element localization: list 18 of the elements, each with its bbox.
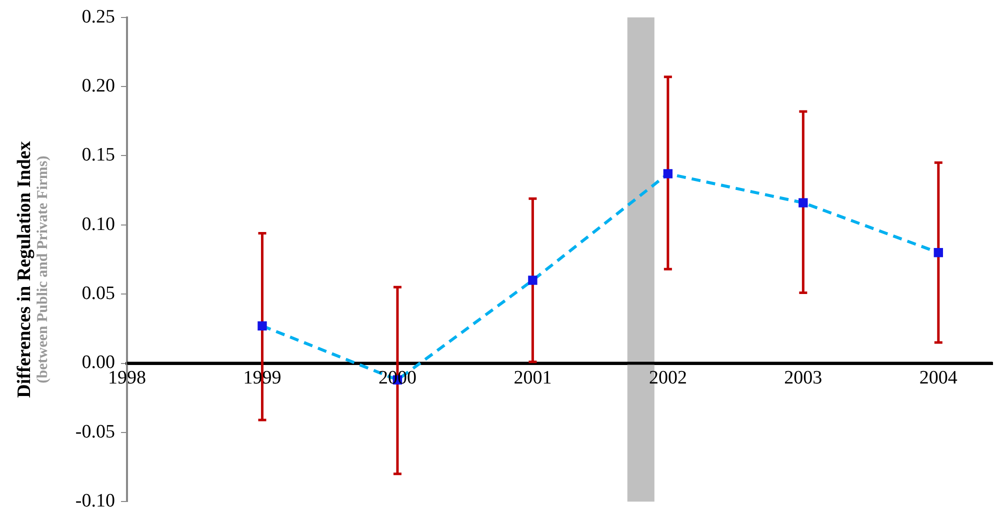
y-tick-label: 0.05 [82,283,115,304]
x-tick-label: 1998 [108,368,146,389]
point [528,276,538,285]
y-tick-label: 0.20 [82,76,115,97]
point [258,321,267,330]
y-axis-title: Differences in Regulation Index (between Public and Private Firms) [14,140,51,398]
y-tick-label: 0.25 [82,6,115,28]
point [663,169,673,178]
y-tick-label: 0.10 [82,214,115,235]
point [798,198,808,208]
y-tick-label: -0.10 [75,490,115,512]
point [934,248,944,258]
y-tick-label: 0.15 [82,144,115,166]
y-tick-label: -0.05 [75,421,115,442]
x-tick-label: 2001 [514,368,552,389]
x-tick-label: 2004 [919,368,958,389]
x-tick-label: 2002 [648,368,687,389]
x-tick-label: 2003 [784,368,822,389]
